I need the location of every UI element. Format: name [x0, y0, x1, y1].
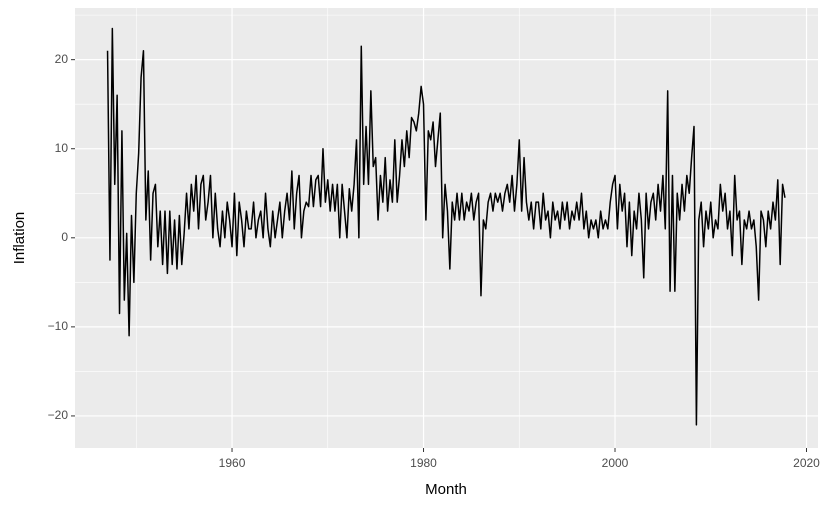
x-tick-label: 2020 — [793, 456, 820, 470]
x-tick-label: 1960 — [219, 456, 246, 470]
series-line — [106, 27, 786, 426]
y-tick-label: 10 — [55, 141, 69, 155]
y-tick-label: 0 — [61, 230, 68, 244]
y-tick-label: −10 — [48, 319, 69, 333]
x-tick-label: 2000 — [602, 456, 629, 470]
y-tick-label: −20 — [48, 408, 69, 422]
x-tick-label: 1980 — [410, 456, 437, 470]
x-axis-label: Month — [425, 481, 467, 498]
y-tick-label: 20 — [55, 52, 69, 66]
y-axis-label: Inflation — [11, 212, 28, 265]
panel — [75, 8, 818, 448]
